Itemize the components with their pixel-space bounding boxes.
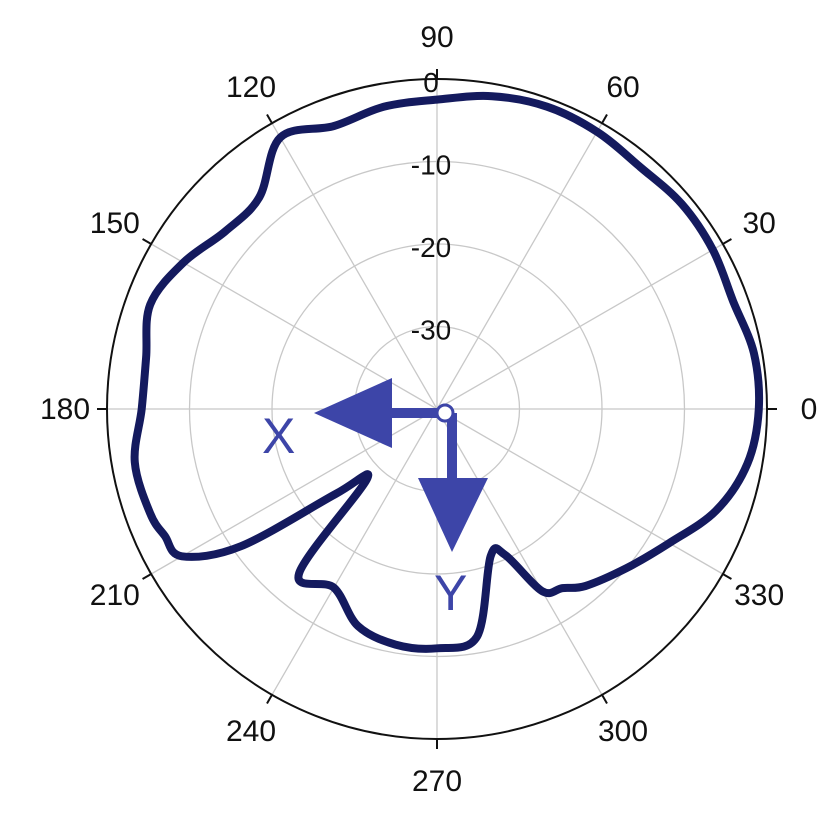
radial-tick-label-3: -30 [411, 315, 451, 346]
y-arrow-head [418, 478, 488, 552]
angle-tick-label-270: 270 [412, 765, 462, 798]
angle-tick-label-120: 120 [226, 71, 276, 104]
angle-spoke-11 [436, 408, 724, 575]
angle-spoke-4 [271, 122, 438, 410]
angle-tick-label-30: 30 [742, 207, 775, 240]
angle-tick-label-150: 150 [90, 207, 140, 240]
angle-spoke-5 [150, 243, 438, 410]
angle-tick-mark-11 [722, 573, 732, 580]
y-axis-letter: Y [434, 565, 467, 621]
angle-tick-label-180: 180 [40, 393, 90, 426]
pattern-trace-0 [130, 91, 764, 653]
angle-tick-mark-2 [601, 114, 608, 124]
pattern-trace-group [130, 91, 764, 653]
angle-tick-label-300: 300 [598, 715, 648, 748]
angle-tick-label-240: 240 [226, 715, 276, 748]
radial-tick-label-2: -20 [411, 232, 451, 263]
angle-tick-mark-8 [266, 694, 273, 704]
origin-marker [435, 403, 455, 423]
x-axis-letter: X [262, 408, 295, 464]
radial-tick-label-1: -10 [411, 150, 451, 181]
angle-spoke-10 [436, 408, 603, 696]
angle-tick-mark-1 [722, 238, 732, 245]
angle-tick-label-330: 330 [734, 579, 784, 612]
radial-tick-label-0: 0 [423, 67, 439, 98]
angle-tick-mark-5 [142, 238, 152, 245]
x-arrow-head [314, 378, 392, 448]
angle-tick-label-0: 0 [801, 393, 818, 426]
angle-spoke-1 [436, 243, 724, 410]
axis-arrows-group: X Y [262, 378, 488, 621]
angle-tick-label-60: 60 [606, 71, 639, 104]
angle-tick-mark-7 [142, 573, 152, 580]
angle-tick-mark-4 [266, 114, 273, 124]
angle-spoke-8 [271, 408, 438, 696]
angle-tick-label-210: 210 [90, 579, 140, 612]
angle-spoke-2 [436, 122, 603, 410]
angle-tick-label-90: 90 [420, 21, 453, 54]
angle-tick-mark-10 [601, 694, 608, 704]
